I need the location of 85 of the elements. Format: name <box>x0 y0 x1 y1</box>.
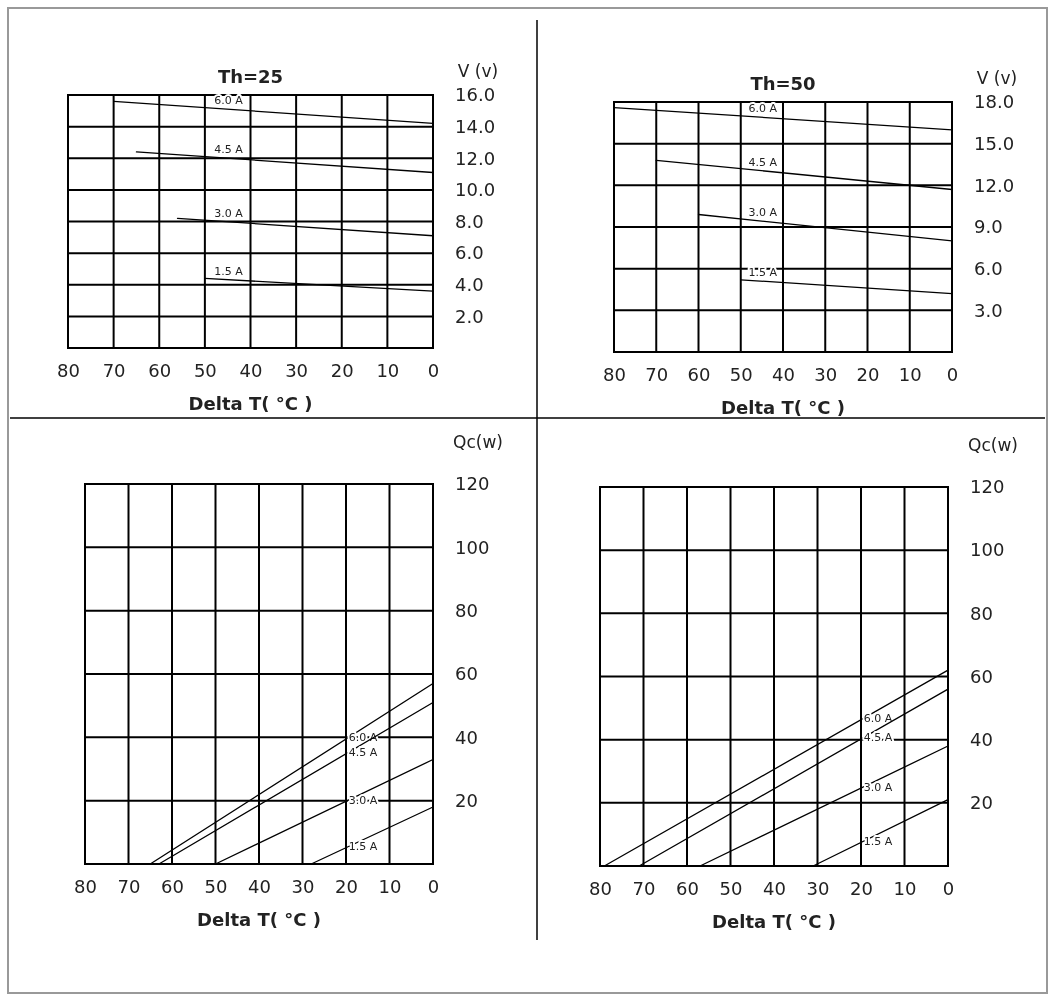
x-tick-label: 20 <box>335 875 358 897</box>
x-tick-label: 80 <box>589 877 612 899</box>
y-tick-label: 100 <box>455 536 490 558</box>
y-axis-title: Qc(w) <box>453 432 503 452</box>
y-tick-label: 60 <box>970 665 993 687</box>
y-tick-label: 40 <box>455 726 478 748</box>
x-tick-label: 40 <box>239 359 263 381</box>
y-tick-label: 3.0 <box>974 299 1003 321</box>
x-tick-label: 50 <box>193 359 217 381</box>
series-label: 1.5 A <box>863 835 893 849</box>
y-tick-label: 16.0 <box>455 84 496 106</box>
y-tick-label: 100 <box>970 539 1005 561</box>
chart-title: Th=50 <box>750 73 816 94</box>
y-tick-label: 6.0 <box>974 257 1003 279</box>
series-label: 3.0 A <box>214 206 244 220</box>
y-tick-label: 9.0 <box>974 216 1003 238</box>
x-tick-label: 50 <box>729 363 753 385</box>
x-tick-label: 40 <box>772 363 795 385</box>
x-tick-label: 20 <box>856 363 880 385</box>
series-label: 6.0 A <box>748 102 778 116</box>
x-axis-title: Delta T( °C ) <box>721 397 845 418</box>
x-tick-label: 60 <box>161 875 184 897</box>
x-tick-label: 80 <box>57 359 80 381</box>
series-label: 6.0 A <box>863 712 893 726</box>
x-tick-label: 80 <box>603 363 626 385</box>
y-tick-label: 14.0 <box>455 115 496 137</box>
x-tick-label: 60 <box>676 877 699 899</box>
series-label: 4.5 A <box>214 143 244 157</box>
series-label: 1.5 A <box>748 266 778 280</box>
y-tick-label: 120 <box>970 476 1005 498</box>
x-tick-label: 0 <box>427 359 440 381</box>
series-label: 4.5 A <box>348 746 378 760</box>
x-tick-label: 10 <box>376 359 400 381</box>
x-tick-label: 30 <box>291 875 315 897</box>
y-tick-label: 20 <box>970 792 993 814</box>
x-tick-label: 70 <box>632 877 656 899</box>
x-tick-label: 60 <box>148 359 172 381</box>
series-label: 1.5 A <box>348 840 378 854</box>
series-label: 3.0 A <box>863 780 893 794</box>
y-tick-label: 80 <box>970 602 993 624</box>
y-tick-label: 60 <box>455 663 478 685</box>
y-tick-label: 15.0 <box>974 132 1015 154</box>
x-tick-label: 0 <box>942 877 955 899</box>
x-tick-label: 10 <box>378 875 402 897</box>
x-tick-label: 30 <box>285 359 309 381</box>
x-tick-label: 40 <box>763 877 786 899</box>
y-tick-label: 4.0 <box>455 274 484 296</box>
x-tick-label: 70 <box>117 875 141 897</box>
y-tick-label: 40 <box>970 728 993 750</box>
x-tick-label: 80 <box>74 875 97 897</box>
y-axis-title: Qc(w) <box>968 435 1018 455</box>
x-tick-label: 70 <box>102 359 126 381</box>
x-tick-label: 0 <box>946 363 959 385</box>
y-tick-label: 10.0 <box>455 179 496 201</box>
x-tick-label: 70 <box>645 363 669 385</box>
y-tick-label: 12.0 <box>974 174 1015 196</box>
y-tick-label: 80 <box>455 599 478 621</box>
y-tick-label: 120 <box>455 473 490 495</box>
x-tick-label: 50 <box>204 875 228 897</box>
y-tick-label: 20 <box>455 789 478 811</box>
series-label: 6.0 A <box>214 94 244 108</box>
series-label: 4.5 A <box>748 155 778 169</box>
x-tick-label: 20 <box>330 359 354 381</box>
x-tick-label: 30 <box>806 877 830 899</box>
x-tick-label: 60 <box>687 363 711 385</box>
y-axis-title: V (v) <box>976 68 1018 88</box>
x-axis-title: Delta T( °C ) <box>197 909 321 930</box>
y-tick-label: 6.0 <box>455 242 484 264</box>
chart-title: Th=25 <box>217 66 284 87</box>
y-tick-label: 12.0 <box>455 147 496 169</box>
y-axis-title: V (v) <box>457 61 499 81</box>
x-tick-label: 20 <box>850 877 873 899</box>
y-tick-label: 2.0 <box>455 305 484 327</box>
x-axis-title: Delta T( °C ) <box>188 393 313 414</box>
x-tick-label: 10 <box>898 363 922 385</box>
x-tick-label: 30 <box>814 363 838 385</box>
x-tick-label: 40 <box>248 875 271 897</box>
y-tick-label: 18.0 <box>974 91 1015 113</box>
x-tick-label: 10 <box>893 877 917 899</box>
x-axis-title: Delta T( °C ) <box>712 911 836 932</box>
y-tick-label: 8.0 <box>455 210 484 232</box>
series-label: 1.5 A <box>214 264 244 278</box>
x-tick-label: 50 <box>719 877 743 899</box>
series-label: 3.0 A <box>748 206 778 220</box>
x-tick-label: 0 <box>427 875 440 897</box>
